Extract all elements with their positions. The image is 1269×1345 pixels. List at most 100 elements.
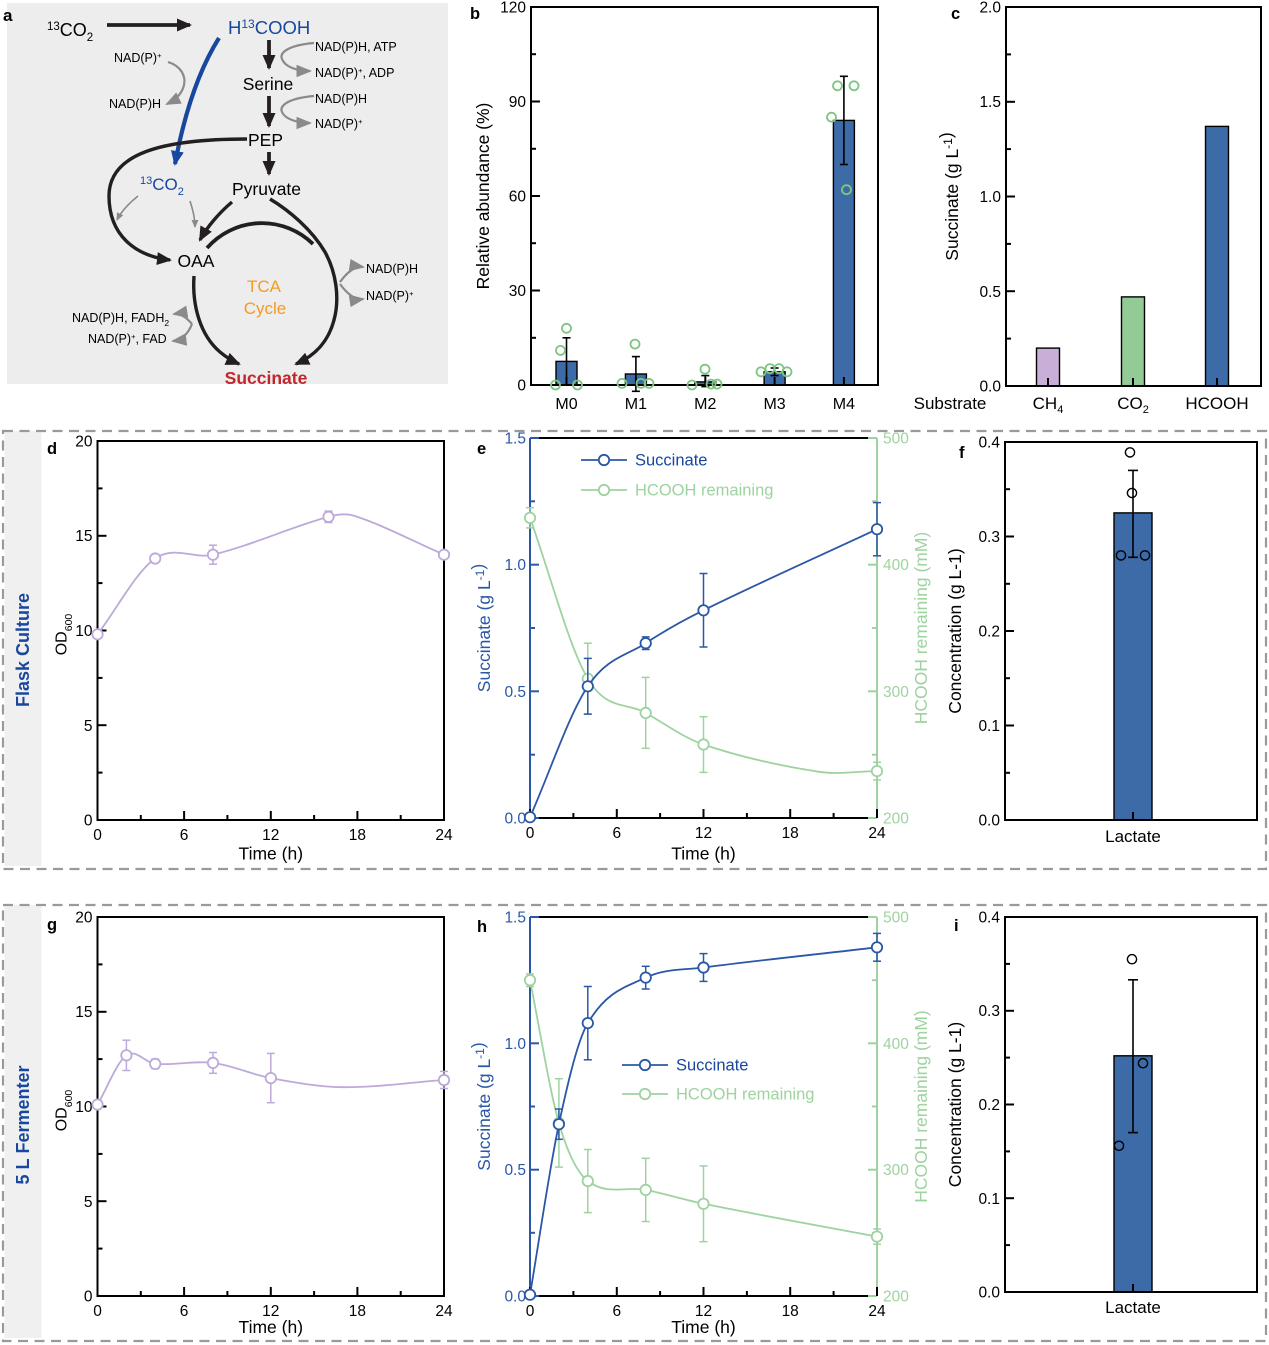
svg-text:M4: M4 — [833, 396, 855, 413]
svg-text:Time (h): Time (h) — [239, 844, 304, 864]
svg-text:0.0: 0.0 — [504, 811, 526, 828]
svg-text:Concentration (g L-1): Concentration (g L-1) — [945, 1022, 965, 1187]
svg-text:400: 400 — [883, 557, 909, 574]
svg-text:20: 20 — [75, 910, 93, 927]
svg-text:Lactate: Lactate — [1105, 1298, 1161, 1317]
svg-text:HCOOH remaining: HCOOH remaining — [676, 1086, 814, 1104]
svg-text:HCOOH remaining (mM): HCOOH remaining (mM) — [911, 1010, 931, 1203]
svg-text:Time (h): Time (h) — [671, 1317, 736, 1337]
svg-text:NAD(P)+: NAD(P)+ — [315, 117, 365, 131]
svg-text:Succinate (g L-1): Succinate (g L-1) — [468, 564, 494, 692]
svg-text:0: 0 — [93, 1303, 102, 1320]
svg-text:400: 400 — [883, 1036, 909, 1053]
svg-text:Serine: Serine — [243, 74, 294, 94]
svg-text:OD600: OD600 — [54, 1090, 76, 1132]
svg-text:15: 15 — [75, 1004, 92, 1021]
svg-text:500: 500 — [883, 431, 909, 448]
svg-text:5 L Fermenter: 5 L Fermenter — [13, 1065, 33, 1184]
svg-text:NAD(P)+, FAD: NAD(P)+, FAD — [88, 332, 167, 346]
svg-text:Cycle: Cycle — [244, 299, 287, 318]
svg-text:M1: M1 — [625, 396, 647, 413]
svg-text:c: c — [951, 5, 960, 23]
svg-text:HCOOH: HCOOH — [1185, 394, 1248, 413]
svg-text:NAD(P)+, ADP: NAD(P)+, ADP — [315, 66, 394, 80]
svg-text:0.1: 0.1 — [978, 1191, 1000, 1208]
svg-text:20: 20 — [75, 434, 93, 451]
svg-text:1.5: 1.5 — [504, 910, 526, 927]
svg-text:Substrate: Substrate — [914, 394, 987, 413]
svg-text:Relative abundance (%): Relative abundance (%) — [473, 103, 493, 290]
svg-text:6: 6 — [612, 825, 621, 842]
svg-text:Pyruvate: Pyruvate — [232, 179, 301, 199]
svg-text:0.3: 0.3 — [978, 529, 1000, 546]
svg-text:h: h — [477, 918, 487, 936]
svg-text:24: 24 — [868, 825, 886, 842]
svg-text:18: 18 — [782, 1303, 799, 1320]
svg-text:PEP: PEP — [248, 130, 283, 150]
svg-text:1.0: 1.0 — [504, 1036, 526, 1053]
svg-text:12: 12 — [695, 1303, 712, 1320]
svg-text:0: 0 — [526, 825, 535, 842]
svg-text:M2: M2 — [694, 396, 716, 413]
svg-text:24: 24 — [435, 1303, 453, 1320]
svg-text:6: 6 — [180, 827, 189, 844]
svg-text:18: 18 — [782, 825, 799, 842]
svg-text:6: 6 — [180, 1303, 189, 1320]
svg-text:1.0: 1.0 — [504, 557, 526, 574]
svg-text:Succinate: Succinate — [635, 452, 707, 470]
svg-text:12: 12 — [695, 825, 712, 842]
svg-text:M0: M0 — [555, 396, 577, 413]
svg-text:15: 15 — [75, 528, 92, 545]
svg-text:18: 18 — [349, 1303, 366, 1320]
svg-text:Flask Culture: Flask Culture — [13, 593, 33, 707]
svg-text:d: d — [47, 440, 57, 458]
svg-text:200: 200 — [883, 811, 909, 828]
svg-text:12: 12 — [262, 1303, 279, 1320]
svg-text:NAD(P)H: NAD(P)H — [109, 97, 161, 111]
svg-text:5: 5 — [84, 718, 93, 735]
svg-text:1.0: 1.0 — [979, 189, 1001, 206]
svg-text:0.4: 0.4 — [978, 435, 1000, 452]
svg-text:10: 10 — [75, 1099, 93, 1116]
svg-text:CH4: CH4 — [1033, 394, 1064, 416]
svg-text:Succinate: Succinate — [225, 368, 308, 388]
svg-text:120: 120 — [500, 0, 526, 17]
svg-text:TCA: TCA — [247, 277, 282, 296]
svg-text:HCOOH remaining: HCOOH remaining — [635, 482, 773, 500]
svg-text:0: 0 — [84, 813, 93, 830]
svg-text:0.2: 0.2 — [978, 1097, 1000, 1114]
svg-text:0.5: 0.5 — [504, 1162, 526, 1179]
svg-text:13CO2: 13CO2 — [140, 175, 184, 198]
svg-text:6: 6 — [612, 1303, 621, 1320]
svg-text:e: e — [477, 440, 486, 458]
svg-text:NAD(P)H: NAD(P)H — [366, 262, 418, 276]
svg-text:0.3: 0.3 — [978, 1003, 1000, 1020]
svg-text:NAD(P)H, ATP: NAD(P)H, ATP — [315, 40, 397, 54]
svg-text:H13COOH: H13COOH — [228, 17, 310, 38]
svg-text:0.5: 0.5 — [979, 284, 1001, 301]
svg-text:a: a — [3, 6, 13, 25]
svg-text:2.0: 2.0 — [979, 0, 1001, 17]
svg-text:90: 90 — [509, 94, 527, 111]
svg-text:0.4: 0.4 — [978, 910, 1000, 927]
svg-text:0.0: 0.0 — [978, 813, 1000, 830]
svg-text:0.0: 0.0 — [978, 1285, 1000, 1302]
svg-text:g: g — [47, 916, 57, 934]
svg-text:1.5: 1.5 — [979, 94, 1001, 111]
svg-text:NAD(P)+: NAD(P)+ — [366, 289, 416, 303]
svg-text:30: 30 — [509, 283, 527, 300]
svg-text:M3: M3 — [763, 396, 785, 413]
svg-text:b: b — [470, 5, 480, 23]
svg-text:0: 0 — [84, 1289, 93, 1306]
svg-text:OAA: OAA — [178, 251, 215, 271]
svg-text:5: 5 — [84, 1194, 93, 1211]
svg-text:10: 10 — [75, 623, 93, 640]
svg-text:Time (h): Time (h) — [671, 844, 736, 864]
svg-text:Concentration (g L-1): Concentration (g L-1) — [945, 548, 965, 713]
svg-text:12: 12 — [262, 827, 279, 844]
svg-text:18: 18 — [349, 827, 366, 844]
svg-text:OD600: OD600 — [54, 614, 76, 656]
svg-text:0.5: 0.5 — [504, 684, 526, 701]
svg-text:0.1: 0.1 — [978, 718, 1000, 735]
svg-text:0: 0 — [93, 827, 102, 844]
